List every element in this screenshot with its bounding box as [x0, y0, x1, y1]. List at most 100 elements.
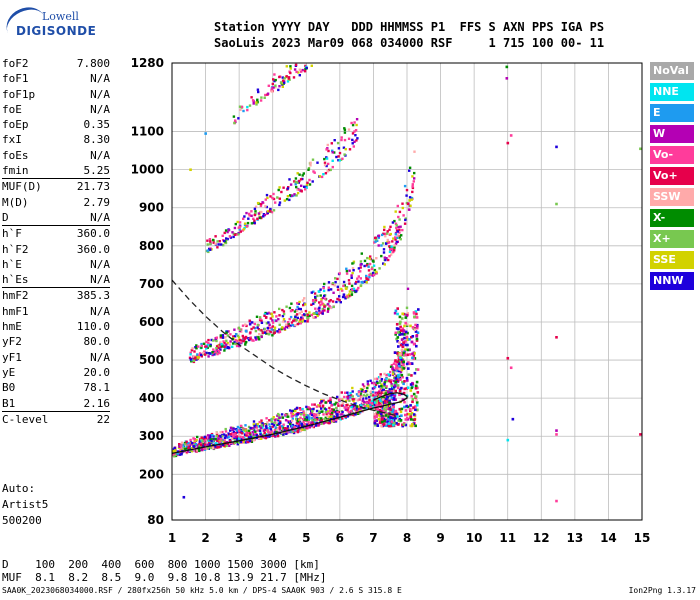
- echo-point: [245, 434, 248, 437]
- echo-point: [413, 150, 416, 153]
- echo-point: [249, 435, 253, 439]
- echo-point: [406, 348, 410, 352]
- echo-point: [333, 139, 336, 142]
- stray-echo-point: [505, 65, 509, 69]
- echo-point: [229, 340, 232, 343]
- echo-point: [321, 310, 324, 313]
- echo-point: [329, 401, 332, 404]
- echo-point: [273, 329, 276, 332]
- param-row: h`E N/A: [2, 257, 110, 272]
- echo-point: [247, 217, 250, 220]
- echo-point: [196, 444, 199, 447]
- legend-entry-vo: Vo-: [650, 146, 694, 164]
- echo-point: [313, 292, 317, 295]
- echo-point: [389, 394, 392, 397]
- echo-point: [363, 405, 366, 408]
- echo-point: [381, 398, 385, 401]
- echo-point: [308, 416, 311, 419]
- echo-point: [284, 419, 288, 422]
- echo-point: [199, 440, 202, 443]
- echo-point: [238, 225, 242, 228]
- echo-point: [307, 421, 310, 424]
- param-value: 22: [96, 412, 110, 426]
- echo-point: [411, 335, 415, 338]
- echo-point: [350, 409, 353, 413]
- echo-point: [218, 439, 221, 442]
- echo-point: [256, 335, 259, 339]
- echo-point: [355, 123, 358, 127]
- echo-point: [280, 429, 284, 432]
- echo-point: [357, 275, 360, 278]
- echo-point: [376, 411, 380, 414]
- stray-echo-point: [505, 77, 509, 80]
- echo-point: [300, 422, 303, 426]
- echo-point: [247, 425, 251, 429]
- echo-point: [365, 401, 368, 404]
- echo-point: [317, 416, 321, 420]
- echo-point: [249, 331, 252, 334]
- echo-point: [210, 338, 213, 342]
- echo-point: [327, 162, 330, 166]
- echo-point: [252, 423, 255, 426]
- echo-point: [348, 269, 351, 272]
- echo-point: [347, 410, 350, 414]
- echo-point: [390, 396, 394, 399]
- echo-point: [314, 299, 318, 302]
- echo-point: [344, 416, 347, 420]
- echo-point: [237, 433, 241, 436]
- echo-point: [278, 85, 281, 88]
- echo-point: [226, 237, 229, 241]
- echo-point: [356, 288, 359, 292]
- echo-point: [260, 419, 263, 422]
- echo-point: [310, 413, 314, 417]
- echo-point: [237, 233, 240, 236]
- y-tick-label: 700: [139, 277, 164, 291]
- echo-point: [357, 393, 361, 396]
- echo-point: [378, 409, 382, 412]
- echo-point: [405, 362, 409, 366]
- echo-point: [225, 444, 228, 447]
- echo-point: [318, 301, 321, 304]
- echo-point: [196, 435, 199, 439]
- echo-point: [352, 407, 355, 410]
- echo-point: [306, 320, 309, 323]
- echo-point: [193, 442, 196, 445]
- x-tick-label: 13: [567, 531, 584, 545]
- echo-point: [213, 339, 216, 342]
- echo-point: [281, 326, 284, 329]
- echo-point: [293, 310, 297, 313]
- echo-point: [185, 440, 188, 443]
- echo-point: [195, 439, 198, 442]
- echo-point: [406, 343, 409, 347]
- echo-point: [413, 328, 416, 331]
- echo-point: [413, 171, 416, 175]
- echo-point: [308, 314, 311, 317]
- echo-point: [203, 353, 207, 356]
- echo-point: [241, 324, 245, 327]
- echo-point: [288, 306, 292, 310]
- echo-point: [389, 253, 393, 256]
- echo-point: [178, 453, 182, 456]
- echo-point: [375, 270, 378, 274]
- echo-point: [294, 429, 297, 432]
- echo-point: [357, 286, 360, 290]
- profile-dashed-curve: [171, 279, 401, 418]
- echo-point: [233, 328, 236, 331]
- echo-point: [264, 436, 267, 440]
- echo-point: [293, 317, 296, 321]
- echo-point: [282, 320, 285, 323]
- echo-point: [408, 348, 411, 351]
- legend-entry-noval: NoVal: [650, 62, 694, 80]
- echo-point: [374, 377, 377, 381]
- echo-point: [271, 417, 274, 421]
- echo-point: [395, 323, 399, 326]
- echo-point: [350, 121, 353, 125]
- echo-point: [182, 443, 185, 446]
- echo-point: [289, 309, 293, 313]
- echo-point: [404, 316, 408, 319]
- echo-point: [260, 424, 263, 427]
- param-row: foEs N/A: [2, 148, 110, 163]
- echo-point: [404, 413, 407, 417]
- echo-point: [236, 334, 240, 338]
- echo-point: [294, 324, 297, 327]
